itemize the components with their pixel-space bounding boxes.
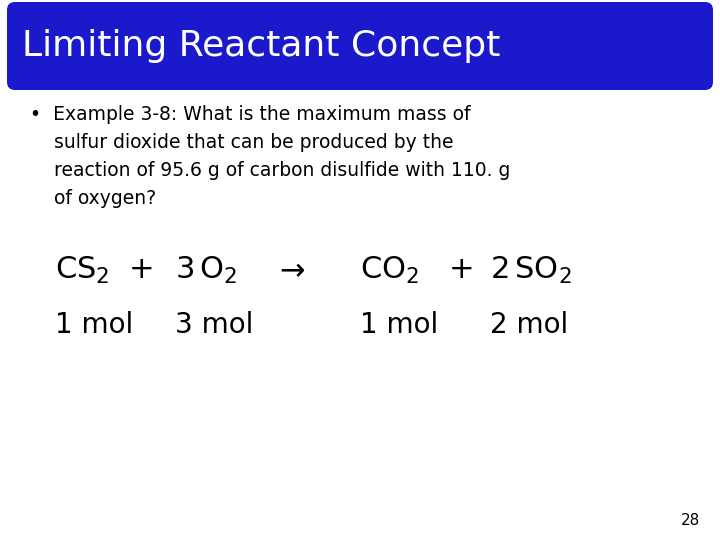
Text: $\mathrm{CO_2}$: $\mathrm{CO_2}$ — [360, 254, 419, 286]
Text: of oxygen?: of oxygen? — [30, 189, 156, 208]
Text: 2 mol: 2 mol — [490, 311, 568, 339]
Text: reaction of 95.6 g of carbon disulfide with 110. g: reaction of 95.6 g of carbon disulfide w… — [30, 161, 510, 180]
Text: $\mathrm{3\,O_2}$: $\mathrm{3\,O_2}$ — [175, 254, 237, 286]
Text: $\mathrm{CS_2}$: $\mathrm{CS_2}$ — [55, 254, 109, 286]
FancyBboxPatch shape — [7, 2, 713, 90]
Text: 3 mol: 3 mol — [175, 311, 253, 339]
Text: $\rightarrow$: $\rightarrow$ — [274, 255, 306, 285]
Text: $\mathrm{2\,SO_2}$: $\mathrm{2\,SO_2}$ — [490, 254, 572, 286]
Text: 1 mol: 1 mol — [55, 311, 133, 339]
Text: 28: 28 — [680, 513, 700, 528]
Text: 1 mol: 1 mol — [360, 311, 438, 339]
Text: •  Example 3-8: What is the maximum mass of: • Example 3-8: What is the maximum mass … — [30, 105, 470, 124]
Text: $+$: $+$ — [128, 255, 152, 285]
Text: sulfur dioxide that can be produced by the: sulfur dioxide that can be produced by t… — [30, 133, 454, 152]
Text: $+$: $+$ — [448, 255, 472, 285]
Text: Limiting Reactant Concept: Limiting Reactant Concept — [22, 29, 500, 63]
